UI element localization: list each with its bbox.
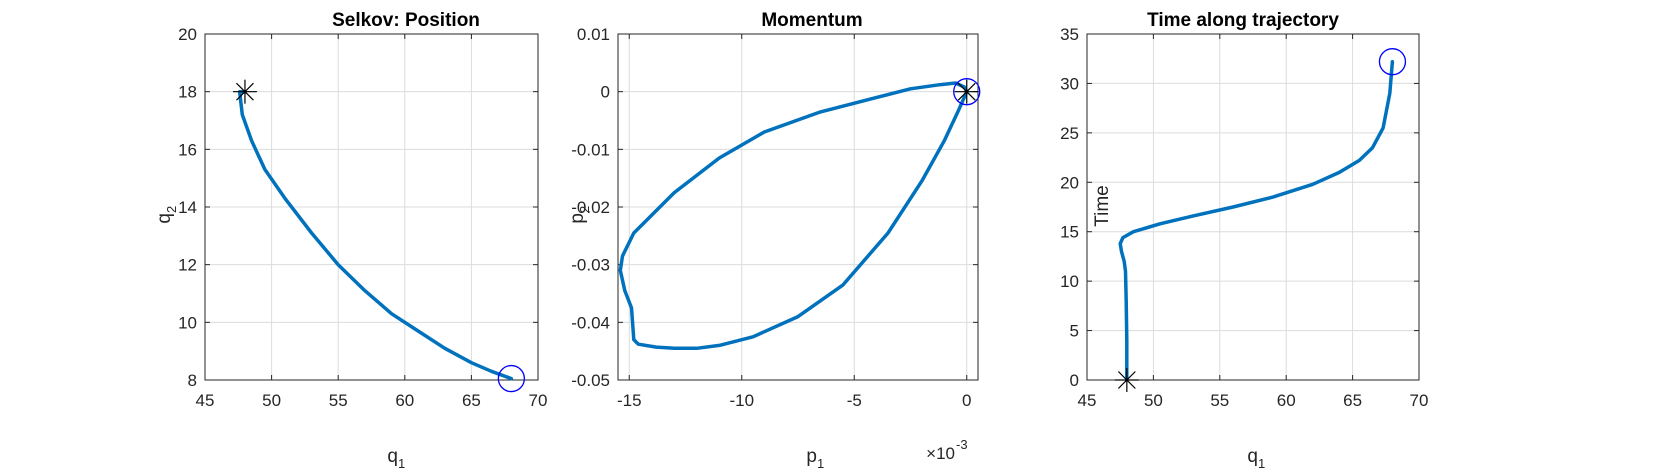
y-tick-label: 10 <box>178 313 197 332</box>
panel-position: Selkov: Position 45 50 55 60 65 7081012141618… <box>154 10 547 471</box>
y-tick-label: 8 <box>188 371 197 390</box>
x-axis-label-subscript: 1 <box>1258 456 1265 471</box>
y-tick-label: 0 <box>601 83 610 102</box>
y-axis-label: q <box>154 213 175 224</box>
y-tick-label: 25 <box>1060 124 1079 143</box>
y-tick-label: 12 <box>178 256 197 275</box>
y-tick-label: -0.04 <box>571 313 610 332</box>
y-tick-label: 5 <box>1070 322 1079 341</box>
x-exponent-power: -3 <box>956 437 968 452</box>
grid <box>204 33 539 381</box>
y-tick-label: 0.01 <box>577 25 610 44</box>
y-axis-label-group: p 2 <box>567 206 592 224</box>
y-tick-label: 18 <box>178 83 197 102</box>
axes-box <box>617 33 979 381</box>
y-axis-label: p <box>567 213 588 224</box>
x-tick-label: 45 <box>196 391 215 410</box>
end-marker-circle <box>1378 48 1407 76</box>
y-tick-label: -0.02 <box>571 198 610 217</box>
y-tick-label: -0.01 <box>571 140 610 159</box>
y-axis-label-subscript: 2 <box>577 206 592 213</box>
y-axis-label: Time <box>1092 185 1113 227</box>
chart-title: Selkov: Position <box>332 10 480 31</box>
x-tick-label: 65 <box>1343 391 1362 410</box>
x-tick-label: 50 <box>1144 391 1163 410</box>
axes-box <box>204 33 539 381</box>
y-axis-label-subscript: 2 <box>164 206 179 213</box>
x-axis-label: q <box>1247 446 1258 467</box>
end-marker-circle <box>497 364 526 393</box>
series-line <box>1118 59 1395 382</box>
start-marker-asterisk <box>957 82 976 101</box>
tick-labels: -15 -10 -5 0 -0.05 -0.04 -0.03 -0.02 -0.01 0 0.01 <box>571 25 971 410</box>
x-axis-label: q <box>387 446 398 467</box>
y-tick-label: 35 <box>1060 25 1079 44</box>
y-tick-label: 0 <box>1070 371 1079 390</box>
x-tick-label: 70 <box>1410 391 1429 410</box>
y-axis-label-group: q 2 <box>154 206 179 224</box>
start-marker-asterisk <box>236 82 254 101</box>
y-axis-label-group: Time <box>1092 185 1113 227</box>
x-tick-label: 45 <box>1078 391 1097 410</box>
x-tick-label: 65 <box>462 391 481 410</box>
x-tick-label: -15 <box>617 391 642 410</box>
y-tick-label: 30 <box>1060 74 1079 93</box>
series-line <box>618 81 969 351</box>
y-tick-label: 20 <box>1060 173 1079 192</box>
plot-area <box>1114 48 1407 392</box>
panel-momentum: Momentum -15 -10 -5 0 -0.05 -0.04 -0.03 -0.02 -0… <box>567 10 981 471</box>
x-axis-label-subscript: 1 <box>817 456 824 471</box>
series-line <box>237 89 514 381</box>
grid <box>1086 33 1420 381</box>
y-tick-label: 10 <box>1060 272 1079 291</box>
x-tick-label: 55 <box>329 391 348 410</box>
x-tick-label: 70 <box>529 391 548 410</box>
x-tick-label: 55 <box>1210 391 1229 410</box>
x-tick-label: 60 <box>1277 391 1296 410</box>
x-tick-label: 50 <box>262 391 281 410</box>
chart-title: Momentum <box>761 10 862 31</box>
x-exponent-base: ×10 <box>926 444 955 463</box>
y-tick-label: 15 <box>1060 223 1079 242</box>
x-axis-label-subscript: 1 <box>398 456 405 471</box>
y-tick-label: -0.03 <box>571 256 610 275</box>
panel-time: Time along trajectory 45 50 55 60 65 70 0 5 10 15… <box>1060 10 1428 471</box>
y-tick-label: -0.05 <box>571 371 610 390</box>
axes-box <box>1086 33 1420 381</box>
tick-labels: 45 50 55 60 65 70 0 5 10 15 20 25 30 35 <box>1060 25 1428 410</box>
x-tick-label: 0 <box>962 391 971 410</box>
x-axis-label: p <box>806 446 817 467</box>
x-tick-label: -10 <box>729 391 754 410</box>
plot-area <box>232 79 526 393</box>
tick-labels: 45 50 55 60 65 70 8 10 12 14 16 18 20 <box>178 25 547 410</box>
grid <box>617 33 979 381</box>
start-marker-asterisk <box>1117 371 1136 389</box>
end-marker-circle <box>953 78 981 106</box>
plot-area <box>618 78 981 351</box>
y-tick-label: 14 <box>178 198 197 217</box>
y-tick-label: 16 <box>178 140 197 159</box>
chart-title: Time along trajectory <box>1147 10 1339 31</box>
x-tick-label: 60 <box>395 391 414 410</box>
y-tick-label: 20 <box>178 25 197 44</box>
x-tick-label: -5 <box>847 391 862 410</box>
